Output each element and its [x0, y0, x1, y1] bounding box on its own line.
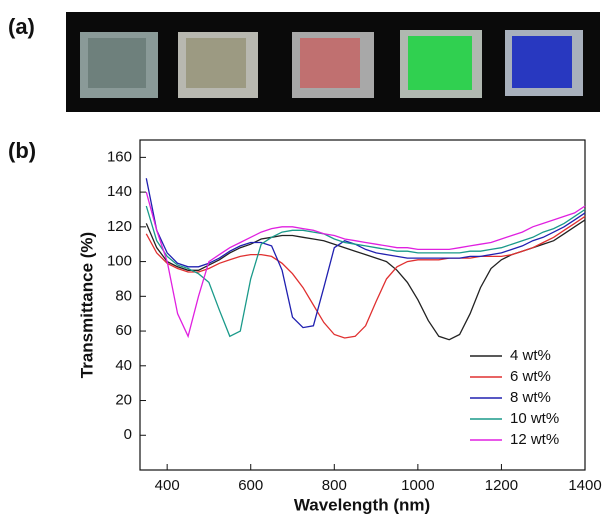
- y-tick-label: 40: [115, 357, 132, 374]
- legend-label: 4 wt%: [510, 347, 551, 364]
- y-tick-label: 20: [115, 391, 132, 408]
- series-line: [145, 215, 586, 339]
- x-tick-label: 1000: [401, 477, 434, 494]
- legend-label: 6 wt%: [510, 368, 551, 385]
- y-tick-label: 120: [107, 218, 132, 235]
- photo: [66, 12, 600, 112]
- x-axis-label: Wavelength (nm): [294, 495, 430, 514]
- y-tick-label: 140: [107, 183, 132, 200]
- panel-label: (b): [8, 138, 36, 163]
- y-tick-label: 100: [107, 253, 132, 270]
- series-line: [145, 191, 586, 339]
- x-tick-label: 1400: [568, 477, 601, 494]
- y-axis-label: Transmittance (%): [77, 232, 96, 378]
- legend-label: 10 wt%: [510, 410, 559, 427]
- x-tick-label: 600: [238, 477, 263, 494]
- plot-frame: [139, 139, 586, 471]
- y-tick-label: 0: [124, 426, 132, 443]
- y-tick-label: 60: [115, 322, 132, 339]
- x-tick-label: 400: [155, 477, 180, 494]
- photo-label: (a): [8, 14, 35, 39]
- series-line: [145, 178, 586, 329]
- x-tick-label: 1200: [485, 477, 518, 494]
- x-tick-label: 800: [322, 477, 347, 494]
- series-line: [145, 205, 586, 338]
- series-line: [145, 219, 586, 341]
- y-tick-label: 80: [115, 287, 132, 304]
- y-tick-label: 160: [107, 148, 132, 165]
- legend-label: 8 wt%: [510, 389, 551, 406]
- legend-label: 12 wt%: [510, 431, 559, 448]
